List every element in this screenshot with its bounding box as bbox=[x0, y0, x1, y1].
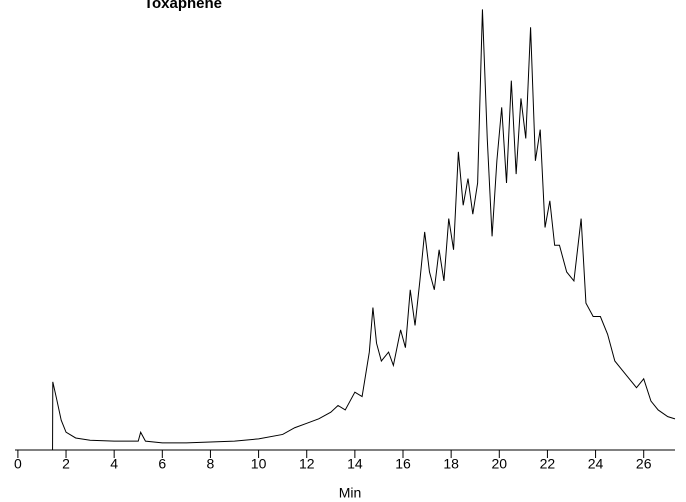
chart-title: Toxaphene bbox=[144, 0, 222, 12]
x-tick-label: 6 bbox=[158, 456, 166, 472]
x-tick-label: 0 bbox=[14, 456, 22, 472]
x-tick-label: 20 bbox=[491, 456, 507, 472]
x-tick-label: 12 bbox=[299, 456, 315, 472]
x-tick-label: 2 bbox=[62, 456, 70, 472]
x-tick-label: 10 bbox=[251, 456, 267, 472]
x-tick-label: 26 bbox=[636, 456, 652, 472]
x-tick-label: 14 bbox=[347, 456, 363, 472]
chromatogram-line bbox=[17, 9, 676, 451]
x-tick-label: 16 bbox=[395, 456, 411, 472]
x-tick-label: 4 bbox=[110, 456, 118, 472]
x-tick-label: 24 bbox=[588, 456, 604, 472]
x-axis-label: Min bbox=[339, 485, 362, 501]
x-tick-label: 22 bbox=[540, 456, 556, 472]
x-tick-label: 18 bbox=[443, 456, 459, 472]
x-tick-label: 8 bbox=[207, 456, 215, 472]
